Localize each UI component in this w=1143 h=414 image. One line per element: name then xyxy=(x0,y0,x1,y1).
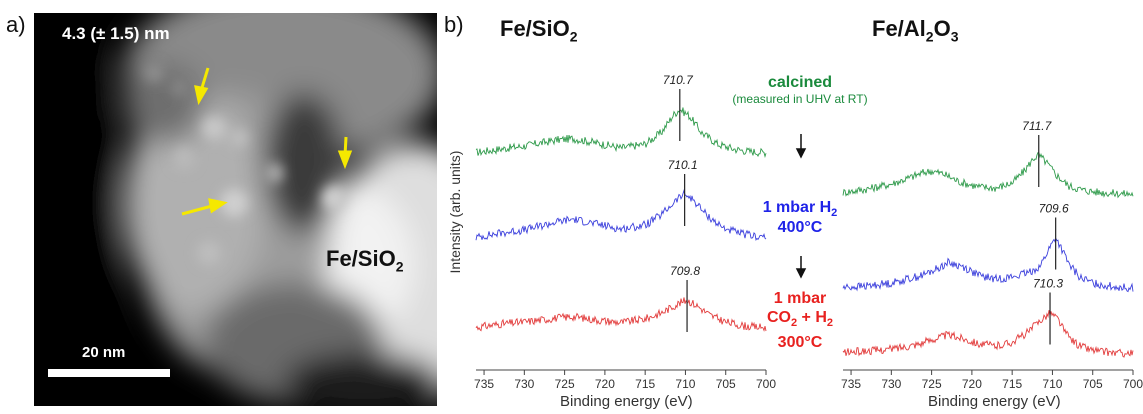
series-trace-2 xyxy=(475,297,767,332)
arrow-marker-3 xyxy=(181,198,228,216)
condition-calcined: calcined (measured in UHV at RT) xyxy=(712,74,888,106)
x-tick-label: 725 xyxy=(555,377,575,391)
panel-a-label: a) xyxy=(6,12,26,37)
series-trace-1 xyxy=(842,237,1134,293)
scale-bar-label: 20 nm xyxy=(82,344,126,361)
arrow-marker-2 xyxy=(337,136,353,170)
x-tick-label: 710 xyxy=(675,377,695,391)
arrow-marker-1 xyxy=(194,67,210,106)
chart-title-left: Fe/SiO2 xyxy=(500,16,578,45)
sample-label-a: Fe/SiO2 xyxy=(326,246,404,275)
x-tick-label: 705 xyxy=(716,377,736,391)
panel-b-label: b) xyxy=(444,12,464,37)
peak-label: 710.3 xyxy=(1033,277,1063,291)
peak-label: 711.7 xyxy=(1022,119,1052,133)
x-tick-label: 705 xyxy=(1083,377,1103,391)
x-tick-label: 700 xyxy=(1123,377,1143,391)
series-trace-2 xyxy=(842,310,1134,358)
peak-label: 710.7 xyxy=(663,73,694,87)
x-tick-label: 735 xyxy=(841,377,861,391)
x-axis-label-right: Binding energy (eV) xyxy=(928,393,1061,410)
peak-label: 709.8 xyxy=(670,264,700,278)
x-tick-label: 720 xyxy=(595,377,615,391)
series-trace-0 xyxy=(475,107,767,159)
series-trace-0 xyxy=(842,151,1134,199)
x-tick-label: 730 xyxy=(881,377,901,391)
x-axis-label-left: Binding energy (eV) xyxy=(560,393,693,410)
x-tick-label: 715 xyxy=(635,377,655,391)
x-tick-label: 715 xyxy=(1002,377,1022,391)
x-tick-label: 730 xyxy=(514,377,534,391)
peak-label: 710.1 xyxy=(668,158,698,172)
condition-calcined-note: (measured in UHV at RT) xyxy=(732,92,868,106)
x-tick-label: 700 xyxy=(756,377,776,391)
x-tick-label: 710 xyxy=(1042,377,1062,391)
chart-title-right: Fe/Al2O3 xyxy=(872,16,959,45)
series-trace-1 xyxy=(475,188,767,241)
x-tick-label: 725 xyxy=(922,377,942,391)
peak-label: 709.6 xyxy=(1039,202,1069,216)
particle-size-label: 4.3 (± 1.5) nm xyxy=(62,24,170,43)
tem-micrograph xyxy=(34,13,437,406)
condition-co2-h2: 1 mbar CO2 + H2 300°C xyxy=(766,290,834,352)
x-tick-label: 735 xyxy=(474,377,494,391)
condition-calcined-title: calcined xyxy=(767,74,833,91)
condition-arrows xyxy=(795,134,807,279)
scale-bar xyxy=(48,369,170,377)
condition-h2: 1 mbar H2 400°C xyxy=(762,199,838,237)
xps-chart: 735 730 725 720 715 710 705 700 735 730 725 720 715 7… xyxy=(474,73,1143,391)
x-tick-label: 720 xyxy=(962,377,982,391)
y-axis-label: Intensity (arb. units) xyxy=(447,150,463,274)
